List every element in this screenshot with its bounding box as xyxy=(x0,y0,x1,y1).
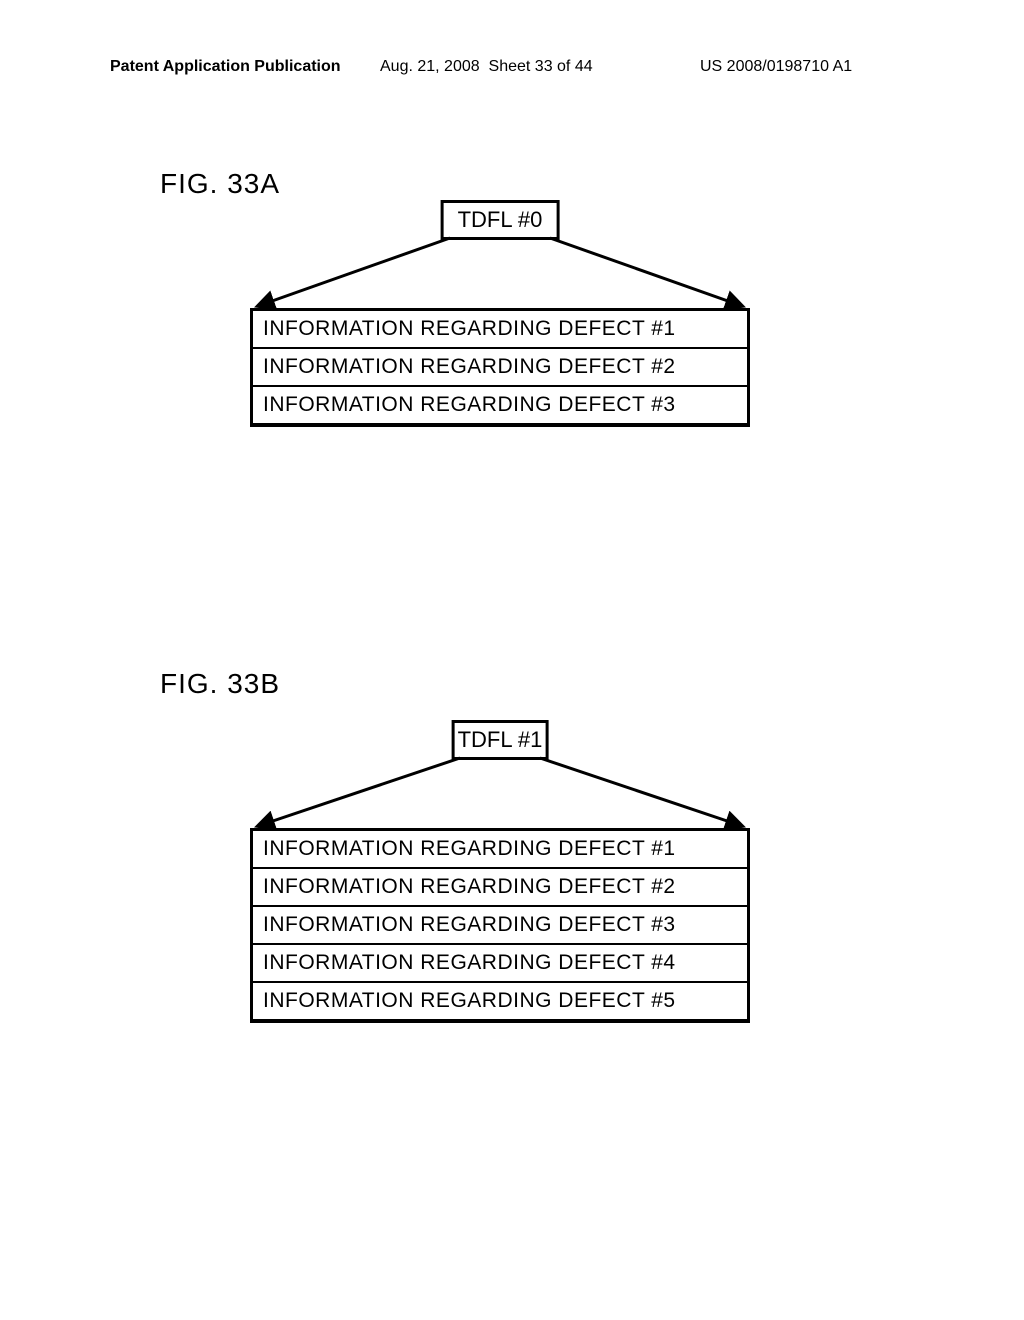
defect-table-33b: INFORMATION REGARDING DEFECT #1 INFORMAT… xyxy=(250,828,750,1023)
table-row: INFORMATION REGARDING DEFECT #1 xyxy=(253,831,747,869)
table-row: INFORMATION REGARDING DEFECT #3 xyxy=(253,907,747,945)
header-docnum: US 2008/0198710 A1 xyxy=(700,58,852,76)
connector-33b xyxy=(250,758,750,828)
figure-label-33b: FIG. 33B xyxy=(160,668,280,700)
table-row: INFORMATION REGARDING DEFECT #4 xyxy=(253,945,747,983)
connector-33a xyxy=(250,238,750,308)
table-row: INFORMATION REGARDING DEFECT #5 xyxy=(253,983,747,1019)
table-row: INFORMATION REGARDING DEFECT #3 xyxy=(253,387,747,423)
table-row: INFORMATION REGARDING DEFECT #2 xyxy=(253,349,747,387)
table-row: INFORMATION REGARDING DEFECT #2 xyxy=(253,869,747,907)
header-date-sheet: Aug. 21, 2008 Sheet 33 of 44 xyxy=(380,58,593,76)
header-publication: Patent Application Publication xyxy=(110,58,341,76)
figure-label-33a: FIG. 33A xyxy=(160,168,280,200)
table-row: INFORMATION REGARDING DEFECT #1 xyxy=(253,311,747,349)
tdfl-box-1: TDFL #1 xyxy=(452,720,549,760)
defect-table-33a: INFORMATION REGARDING DEFECT #1 INFORMAT… xyxy=(250,308,750,427)
tdfl-box-0: TDFL #0 xyxy=(441,200,560,240)
